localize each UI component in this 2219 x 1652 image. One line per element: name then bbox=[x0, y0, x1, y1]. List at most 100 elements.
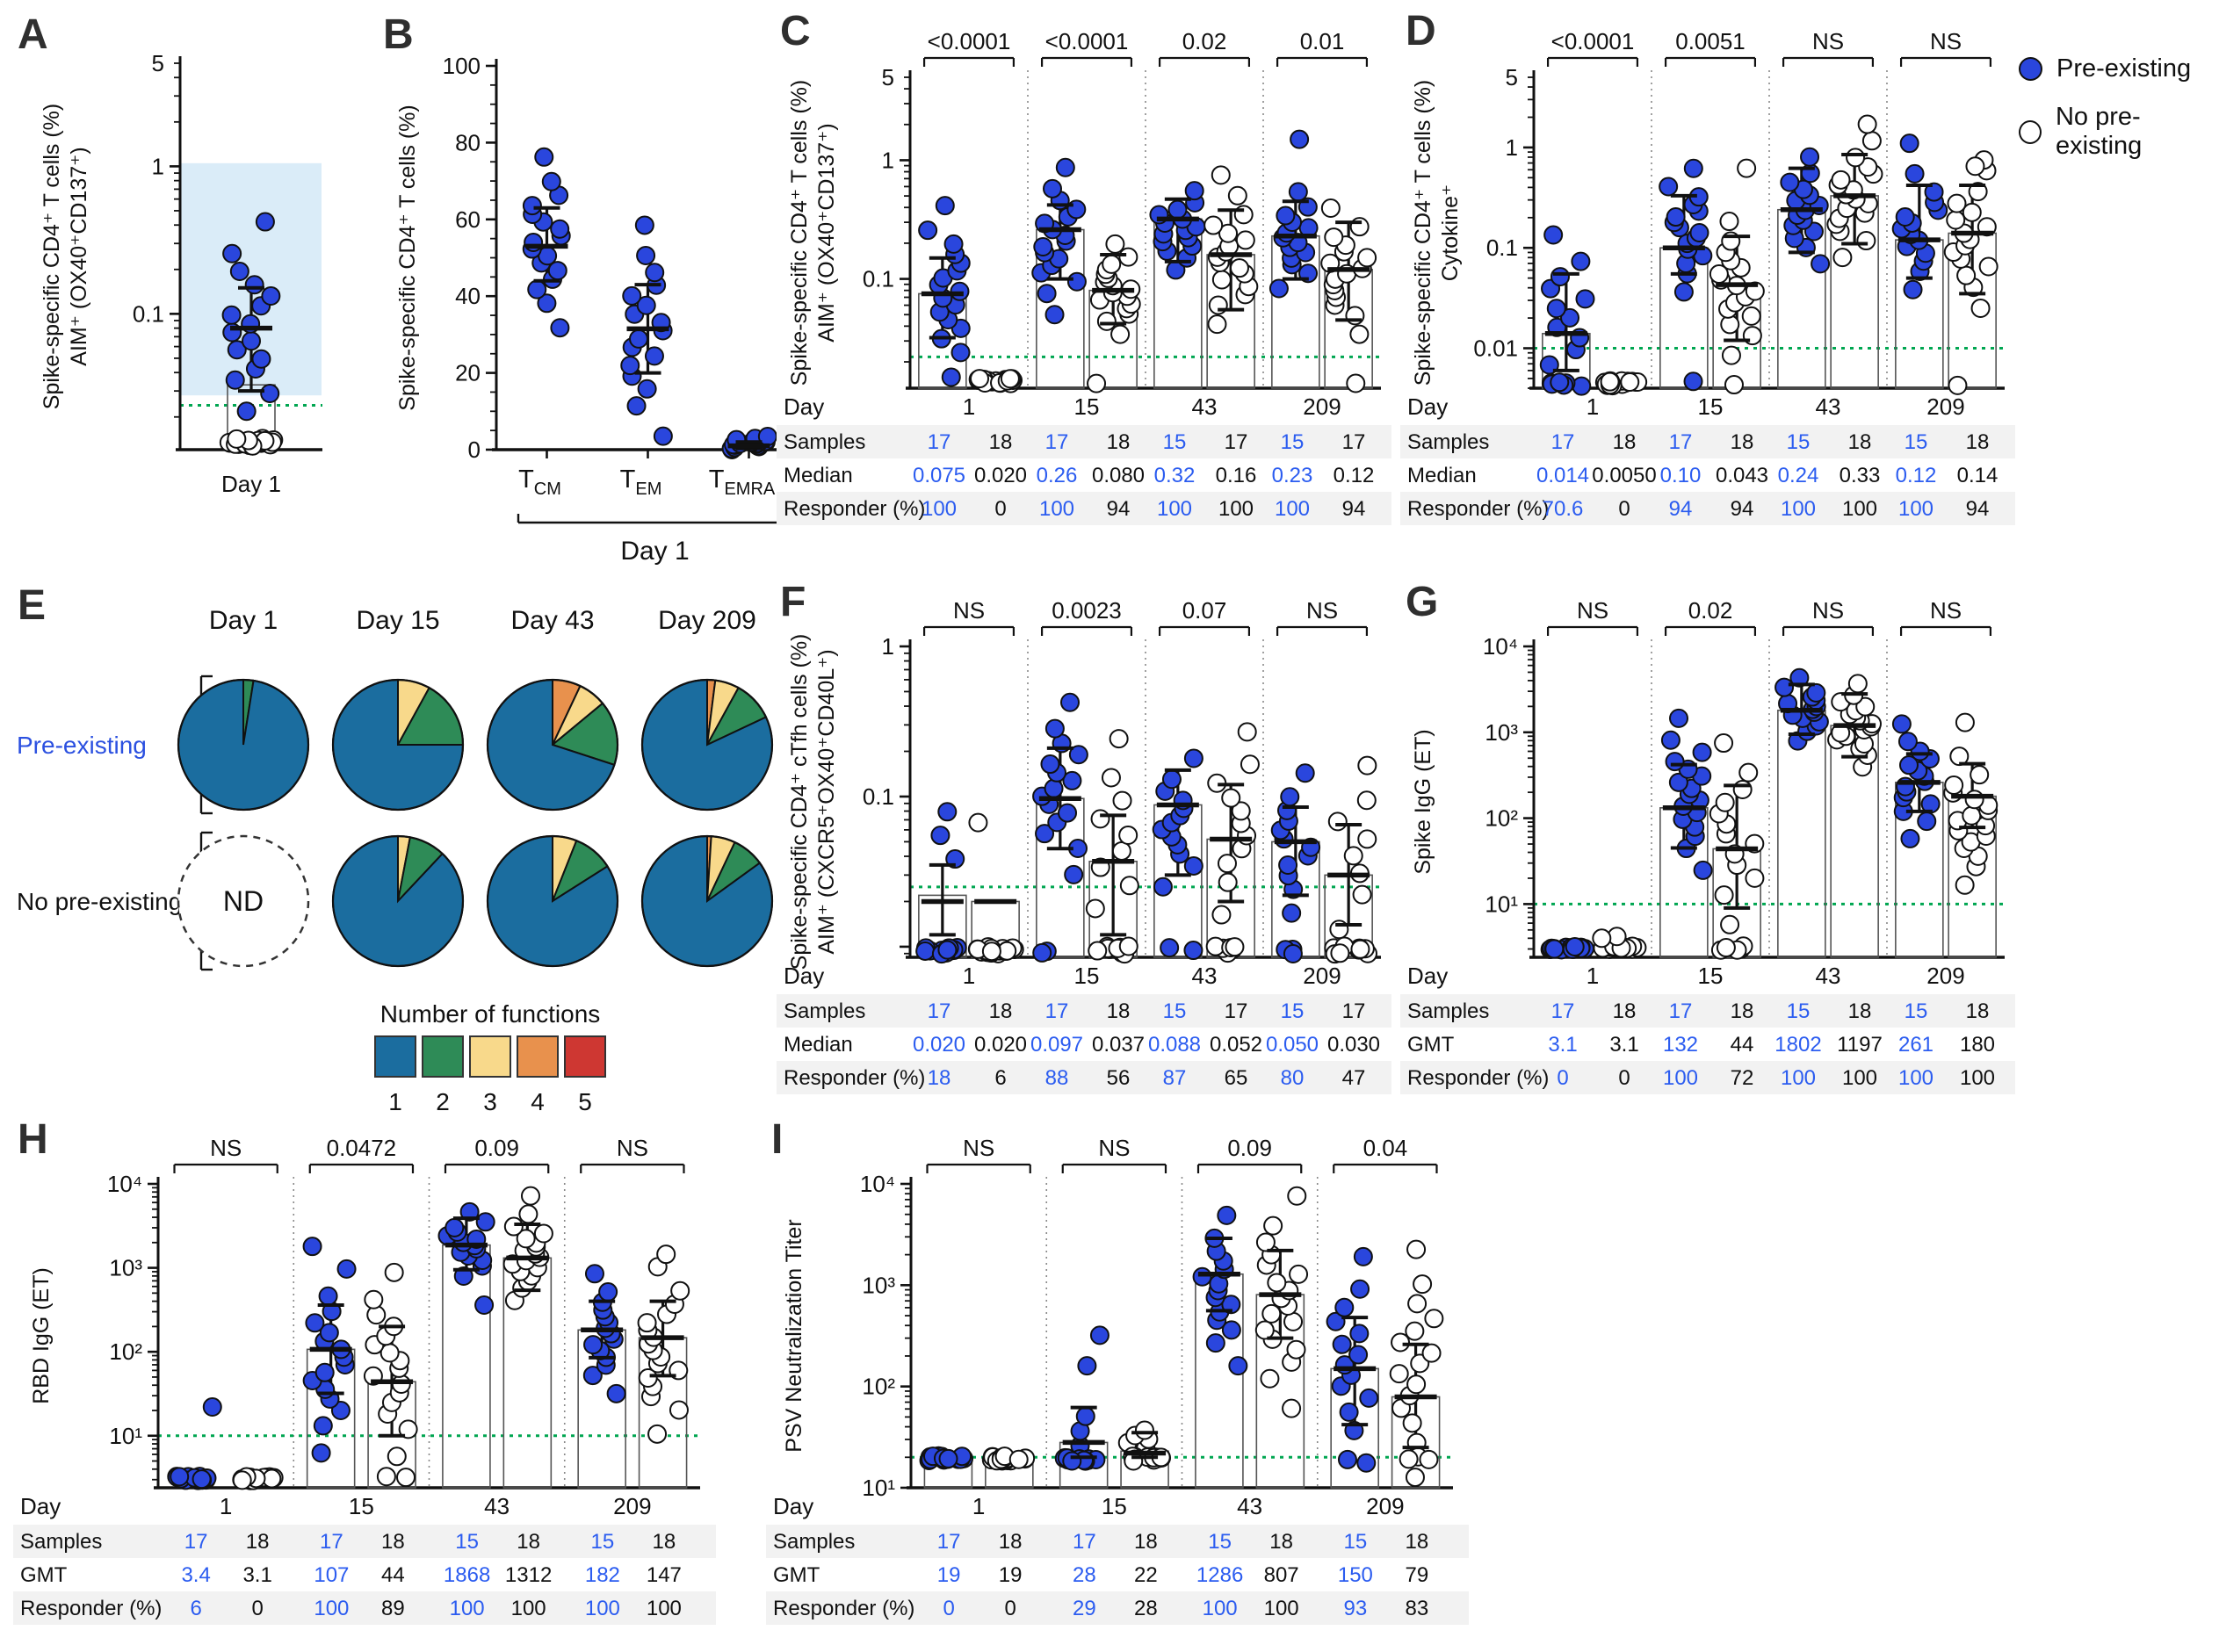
data-point bbox=[1357, 755, 1377, 776]
day-tick-label: 15 bbox=[1698, 393, 1724, 420]
data-point bbox=[1968, 182, 1988, 202]
data-point bbox=[1192, 1266, 1212, 1287]
data-point bbox=[915, 941, 936, 961]
data-point bbox=[311, 1443, 331, 1463]
table-value-pre: 150 bbox=[1338, 1563, 1373, 1587]
table-value-no-pre: 19 bbox=[999, 1563, 1023, 1587]
data-point bbox=[1289, 1264, 1309, 1284]
y-axis-label: PSV Neutralization Titer bbox=[782, 1219, 806, 1452]
data-point bbox=[1406, 1374, 1427, 1395]
data-point bbox=[314, 1362, 335, 1382]
table-value-no-pre: 0 bbox=[1004, 1597, 1016, 1620]
data-point bbox=[445, 1217, 465, 1237]
pvalue-bracket: 0.0051 bbox=[1664, 28, 1757, 67]
data-point bbox=[629, 328, 649, 349]
table-value-no-pre: 17 bbox=[1225, 999, 1248, 1023]
data-point bbox=[1089, 1325, 1110, 1345]
data-point bbox=[1044, 778, 1064, 798]
data-point bbox=[1282, 903, 1302, 923]
data-point bbox=[1546, 299, 1566, 319]
table-value-pre: 100 bbox=[1781, 497, 1816, 521]
table-value-pre: 15 bbox=[1281, 430, 1305, 454]
svg-text:5: 5 bbox=[1506, 64, 1518, 90]
table-value-pre: 15 bbox=[1905, 430, 1928, 454]
y-axis-label: Spike-specific CD4⁺ T cells (%) bbox=[1411, 80, 1435, 386]
data-point bbox=[1544, 939, 1565, 959]
y-axis-label: Cytokine⁺ bbox=[1438, 184, 1463, 281]
table-value-no-pre: 18 bbox=[999, 1530, 1023, 1554]
day-group bbox=[1539, 225, 1648, 396]
table-value-no-pre: 18 bbox=[1848, 999, 1872, 1023]
data-point bbox=[1288, 182, 1308, 202]
data-point bbox=[637, 379, 657, 399]
table-value-pre: 132 bbox=[1663, 1033, 1698, 1057]
data-point bbox=[937, 940, 958, 960]
table-value-pre: 100 bbox=[585, 1597, 620, 1620]
table-value-pre: 0.050 bbox=[1266, 1033, 1319, 1057]
table-value-pre: 17 bbox=[1045, 999, 1069, 1023]
day-group bbox=[1054, 1325, 1172, 1489]
day-tick-label: 209 bbox=[1303, 393, 1341, 420]
pie-column-header: Day 15 bbox=[356, 606, 439, 635]
table-value-no-pre: 0.020 bbox=[974, 1033, 1027, 1057]
table-value-pre: 0.097 bbox=[1030, 1033, 1083, 1057]
category-label: TCM bbox=[518, 465, 561, 499]
data-point bbox=[638, 1367, 658, 1388]
data-point bbox=[1350, 939, 1370, 959]
table-value-pre: 100 bbox=[1781, 1066, 1816, 1090]
data-point bbox=[1669, 708, 1689, 728]
table-value-pre: 100 bbox=[922, 497, 957, 521]
dot-series-pre-existing bbox=[522, 147, 571, 338]
table-value-pre: 0.24 bbox=[1778, 464, 1819, 487]
x-bracket: Day 1 bbox=[517, 514, 792, 566]
data-point bbox=[1898, 755, 1919, 776]
data-point bbox=[1235, 230, 1255, 250]
table-row-label: GMT bbox=[1407, 1033, 1455, 1057]
table-value-pre: 15 bbox=[1281, 999, 1305, 1023]
table-value-no-pre: 0.14 bbox=[1957, 464, 1999, 487]
data-point bbox=[1040, 754, 1060, 775]
data-point bbox=[1789, 667, 1810, 688]
data-point bbox=[1225, 937, 1245, 957]
dot-series-pre-existing bbox=[1659, 158, 1713, 392]
data-point bbox=[225, 370, 245, 390]
dot-series-no-pre-existing bbox=[1205, 722, 1260, 963]
y-axis-label: RBD IgG (ET) bbox=[29, 1267, 54, 1404]
pvalue-label: NS bbox=[1306, 597, 1338, 624]
data-point bbox=[1044, 718, 1065, 739]
day-tick-label: 43 bbox=[1816, 963, 1841, 989]
table-value-pre: 15 bbox=[1787, 999, 1811, 1023]
data-point bbox=[1359, 1388, 1379, 1408]
y-axis-label: Spike-specific CD4⁺ cTfh cells (%) bbox=[787, 634, 812, 970]
svg-text:5: 5 bbox=[882, 64, 894, 90]
y-axis: 510.1 bbox=[863, 64, 912, 388]
data-point bbox=[1064, 864, 1084, 884]
table-value-pre: 19 bbox=[937, 1563, 961, 1587]
svg-text:0: 0 bbox=[468, 436, 481, 463]
panel-b-letter: B bbox=[383, 11, 414, 58]
data-point bbox=[1683, 158, 1703, 178]
data-point bbox=[227, 429, 247, 449]
data-point bbox=[634, 215, 654, 235]
table-value-pre: 17 bbox=[1669, 999, 1693, 1023]
table-row-shade bbox=[1400, 1061, 2015, 1094]
dot-series-pre-existing bbox=[1192, 1205, 1248, 1376]
day-tick-label: 15 bbox=[349, 1493, 374, 1519]
data-point bbox=[302, 1237, 322, 1257]
day-group bbox=[522, 147, 571, 338]
table-value-pre: 1286 bbox=[1196, 1563, 1243, 1587]
data-point bbox=[1399, 1449, 1419, 1469]
pvalue-label: NS bbox=[210, 1135, 242, 1161]
y-axis: 5 1 0.1 0.01 bbox=[1473, 64, 1536, 389]
data-point bbox=[1211, 270, 1232, 290]
data-point bbox=[336, 1259, 357, 1279]
pvalue-label: 0.09 bbox=[1227, 1135, 1272, 1161]
dot-series-pre-existing bbox=[1149, 181, 1206, 280]
data-point bbox=[319, 1323, 339, 1343]
pvalue-label: 0.0472 bbox=[327, 1135, 397, 1161]
dot-series-no-pre-existing bbox=[981, 1446, 1036, 1471]
data-point bbox=[1946, 210, 1966, 230]
table-value-no-pre: 0.0050 bbox=[1592, 464, 1656, 487]
